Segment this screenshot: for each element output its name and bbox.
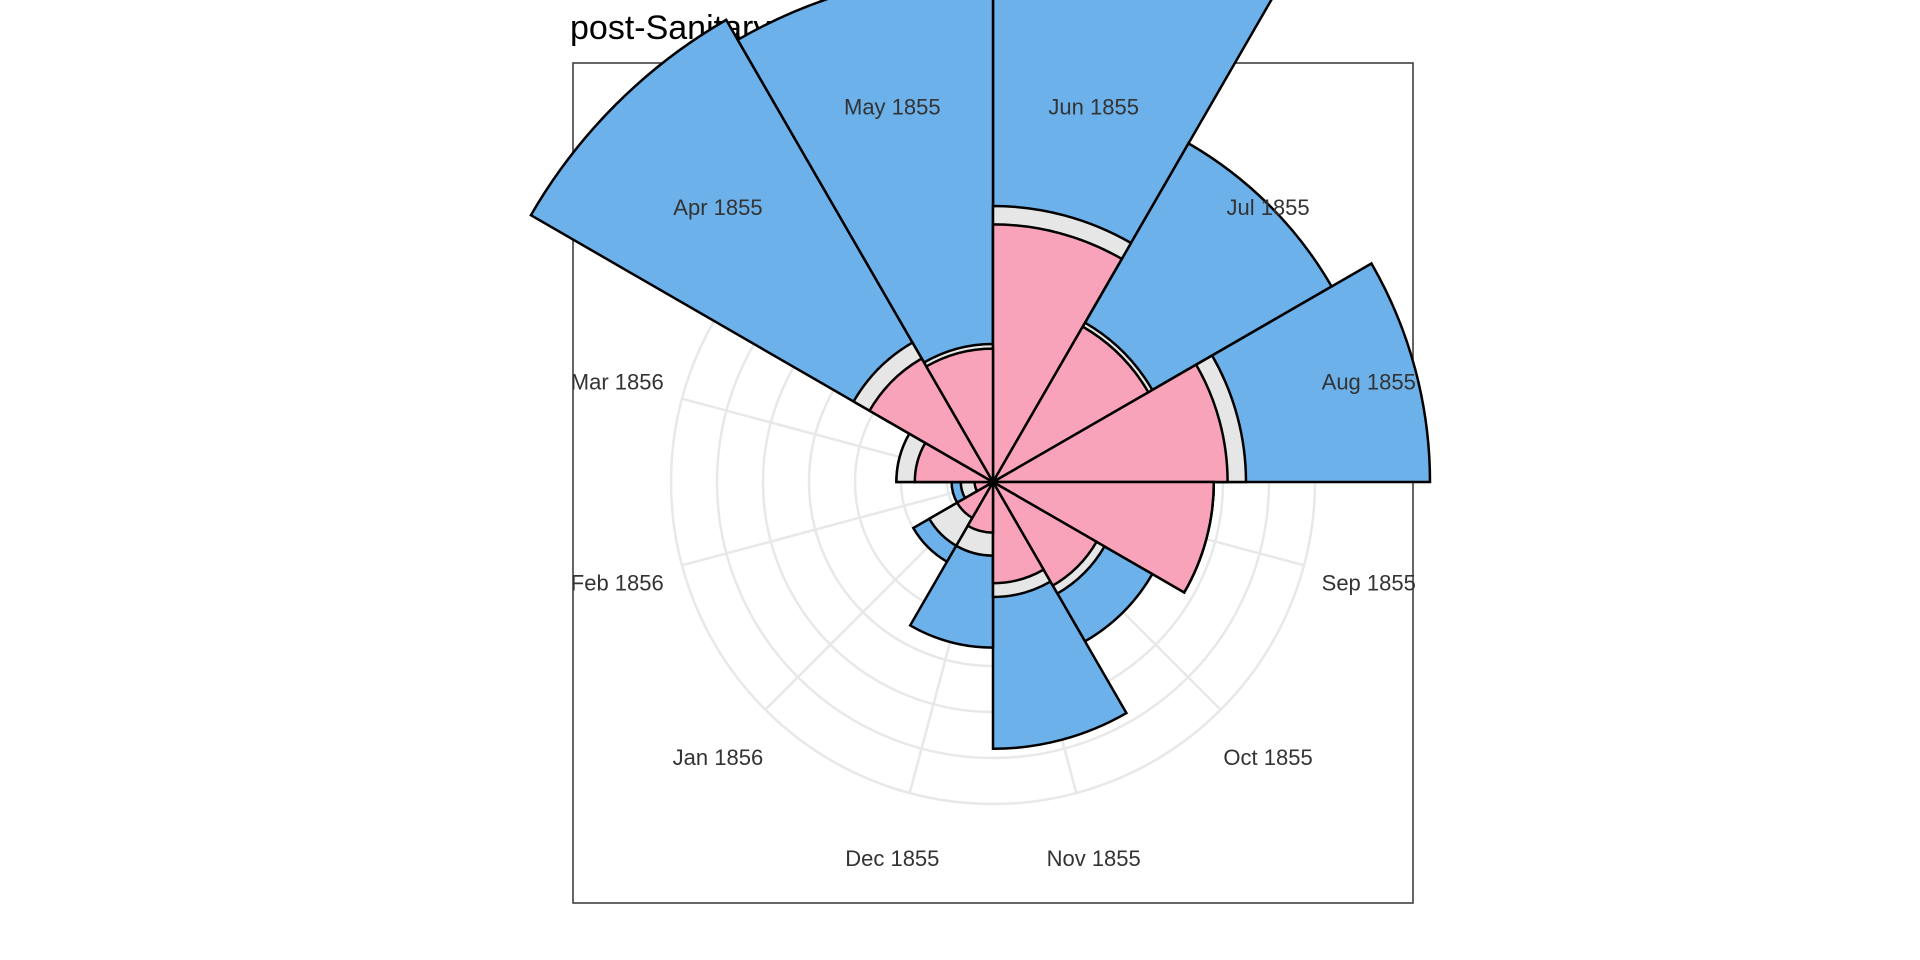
tick-label-mar-1856: Mar 1856 [571,369,664,394]
tick-label-nov-1855: Nov 1855 [1047,846,1141,871]
wedge-inner-apr-1855 [867,356,997,486]
wedge-inner-jul-1855 [989,324,1151,486]
wedge-inner-oct-1855 [989,478,1099,588]
tick-label-aug-1855: Aug 1855 [1322,369,1416,394]
tick-label-jan-1856: Jan 1856 [673,745,764,770]
tick-label-apr-1855: Apr 1855 [673,195,762,220]
tick-label-feb-1856: Feb 1856 [571,571,664,596]
wedge-group [529,0,1432,751]
wedge-inner-nov-1855 [991,477,1046,585]
wedge-inner-aug-1855 [988,362,1229,484]
wedge-inner-jun-1855 [991,223,1124,487]
tick-label-dec-1855: Dec 1855 [845,846,939,871]
tick-label-sep-1855: Sep 1855 [1322,571,1416,596]
month-labels: Jun 1855 Jul 1855 Aug 1855 Sep 1855 Oct 1855… [571,94,1416,871]
grid-spoke [681,480,994,567]
tick-label-may-1855: May 1855 [844,94,941,119]
wedge-outer-apr-1855 [529,18,997,486]
tick-label-jun-1855: Jun 1855 [1048,94,1139,119]
tick-label-oct-1855: Oct 1855 [1223,745,1312,770]
wedge-inner-jan-1856 [955,478,997,520]
wedge-inner-may-1855 [924,347,995,487]
wedge-inner-sep-1855 [988,480,1216,595]
tick-label-jul-1855: Jul 1855 [1226,195,1309,220]
